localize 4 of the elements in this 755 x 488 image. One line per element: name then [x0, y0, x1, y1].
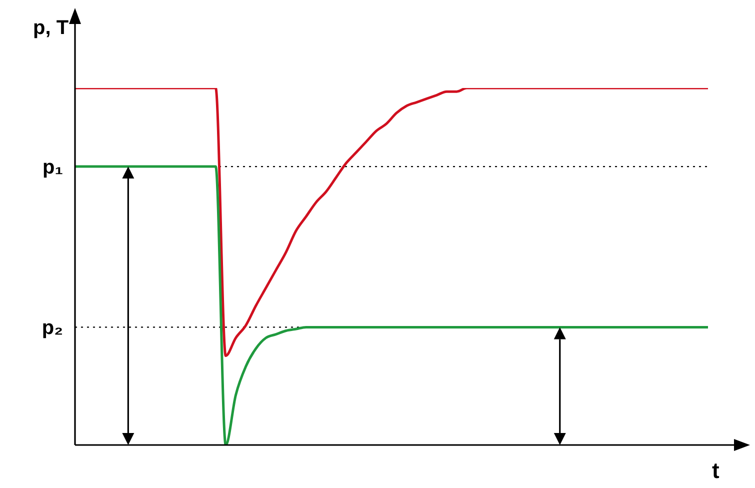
- x-axis-title: t: [712, 458, 720, 483]
- ref-line-label: p₁: [42, 156, 63, 179]
- ref-line-label: p₂: [42, 317, 63, 340]
- y-axis-title: p, T: [33, 17, 69, 39]
